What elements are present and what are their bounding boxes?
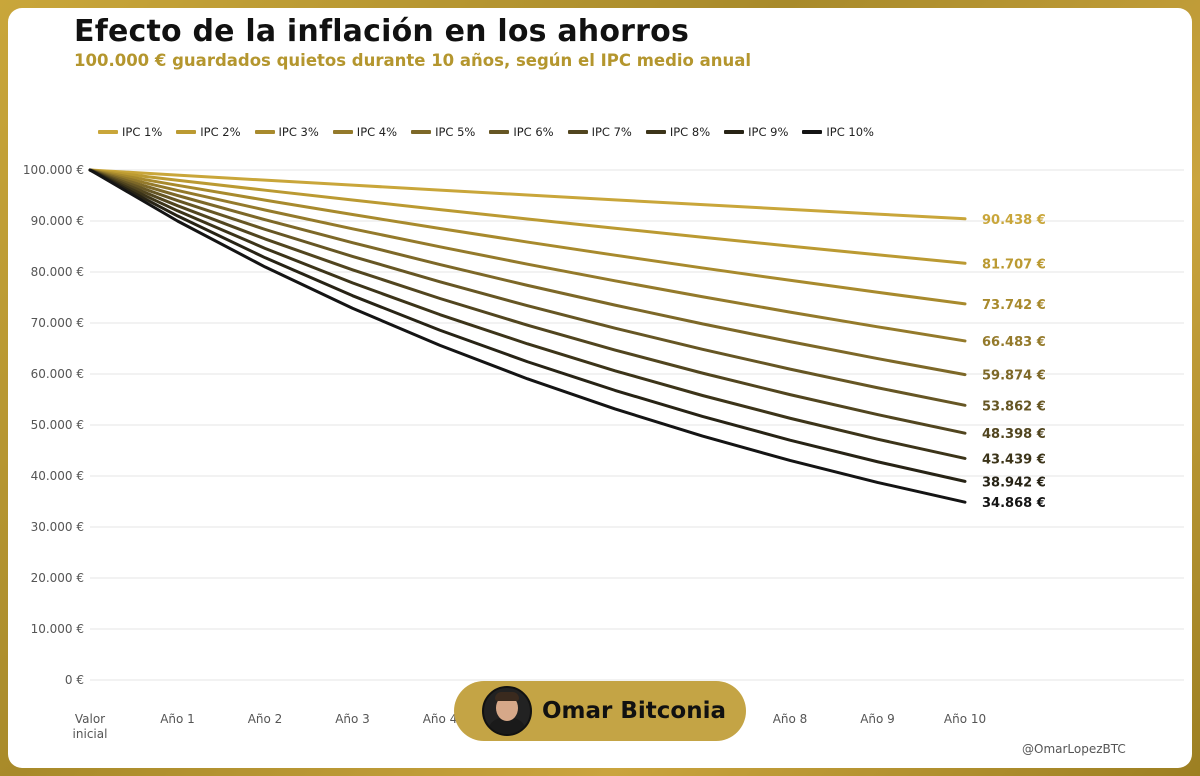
- y-tick-label: 20.000 €: [31, 571, 84, 585]
- series-line: [88, 168, 967, 435]
- series-line: [88, 168, 967, 460]
- end-value-label: 81.707 €: [982, 257, 1046, 272]
- legend-label: IPC 3%: [278, 125, 319, 139]
- legend-item[interactable]: IPC 4%: [332, 125, 398, 139]
- series-line: [88, 168, 967, 407]
- legend-item[interactable]: IPC 7%: [567, 125, 632, 139]
- brand-name: Omar Bitconia: [542, 698, 727, 724]
- series-line: [88, 168, 967, 377]
- chart-card: Efecto de la inflación en los ahorros 10…: [8, 8, 1192, 768]
- legend-item[interactable]: IPC 9%: [724, 125, 788, 139]
- legend-swatch: [645, 130, 666, 134]
- legend-swatch: [724, 130, 745, 134]
- y-tick-label: 0 €: [65, 673, 84, 687]
- x-tick-label: Año 9: [860, 712, 895, 726]
- legend-label: IPC 8%: [669, 125, 711, 139]
- legend-swatch: [411, 130, 432, 134]
- x-tick-label: Valor inicial: [73, 712, 108, 741]
- x-tick-label: Año 3: [335, 712, 370, 726]
- series-line: [88, 168, 967, 265]
- legend-swatch: [176, 130, 197, 134]
- series-line: [88, 168, 967, 306]
- chart-title: Efecto de la inflación en los ahorros: [74, 14, 690, 49]
- y-tick-label: 40.000 €: [31, 469, 84, 483]
- end-value-label: 38.942 €: [982, 475, 1046, 490]
- x-tick-label: Año 1: [160, 712, 195, 726]
- end-value-label: 59.874 €: [982, 369, 1046, 384]
- end-value-label: 90.438 €: [982, 213, 1046, 228]
- x-tick-label: Año 2: [248, 712, 283, 726]
- end-value-label: 73.742 €: [982, 298, 1046, 313]
- end-value-label: 53.862 €: [982, 399, 1046, 414]
- legend-swatch: [802, 130, 823, 134]
- end-value-label: 48.398 €: [982, 427, 1046, 442]
- chart-subtitle: 100.000 € guardados quietos durante 10 a…: [74, 51, 752, 70]
- end-value-label: 66.483 €: [982, 335, 1046, 350]
- y-tick-label: 50.000 €: [31, 418, 84, 432]
- legend-item[interactable]: IPC 5%: [411, 125, 475, 139]
- legend-label: IPC 6%: [513, 125, 554, 139]
- legend-swatch: [98, 130, 118, 134]
- line-chart: 0 € 10.000 € 20.000 € 30.000 € 40.000 € 50.00…: [23, 163, 1184, 741]
- brand-badge: Omar Bitconia: [454, 681, 746, 741]
- legend-item[interactable]: IPC 10%: [802, 125, 874, 139]
- legend-swatch: [332, 130, 353, 134]
- legend-label: IPC 5%: [435, 125, 476, 139]
- legend-label: IPC 9%: [748, 125, 789, 139]
- legend-item[interactable]: IPC 1%: [98, 125, 162, 139]
- end-value-label: 34.868 €: [982, 496, 1046, 511]
- author-handle: @OmarLopezBTC: [1022, 742, 1126, 756]
- chart-legend: IPC 1% IPC 2% IPC 3% IPC 4% IPC 5% IPC 6% IPC …: [98, 125, 888, 139]
- y-tick-label: 70.000 €: [31, 316, 84, 330]
- series-line: [88, 168, 967, 343]
- legend-label: IPC 1%: [122, 125, 163, 139]
- legend-item[interactable]: IPC 6%: [489, 125, 554, 139]
- x-tick-label: Año 4: [423, 712, 458, 726]
- legend-swatch: [254, 130, 275, 134]
- y-tick-label: 80.000 €: [31, 265, 84, 279]
- legend-label: IPC 7%: [591, 125, 632, 139]
- series-line: [88, 168, 967, 221]
- end-value-label: 43.439 €: [982, 452, 1046, 467]
- legend-swatch: [567, 130, 588, 134]
- y-tick-label: 60.000 €: [31, 367, 84, 381]
- y-tick-label: 100.000 €: [23, 163, 84, 177]
- legend-label: IPC 2%: [200, 125, 241, 139]
- x-tick-label: Año 10: [944, 712, 986, 726]
- legend-swatch: [489, 130, 510, 134]
- x-tick-label: Año 8: [773, 712, 808, 726]
- legend-label: IPC 10%: [826, 125, 874, 139]
- series-line: [88, 168, 967, 504]
- legend-item[interactable]: IPC 3%: [254, 125, 319, 139]
- legend-item[interactable]: IPC 8%: [645, 125, 711, 139]
- series-line: [88, 168, 967, 483]
- person-avatar-icon: [482, 686, 532, 736]
- legend-label: IPC 4%: [356, 125, 398, 139]
- y-tick-label: 30.000 €: [31, 520, 84, 534]
- y-tick-label: 90.000 €: [31, 214, 84, 228]
- y-tick-label: 10.000 €: [31, 622, 84, 636]
- legend-item[interactable]: IPC 2%: [176, 125, 241, 139]
